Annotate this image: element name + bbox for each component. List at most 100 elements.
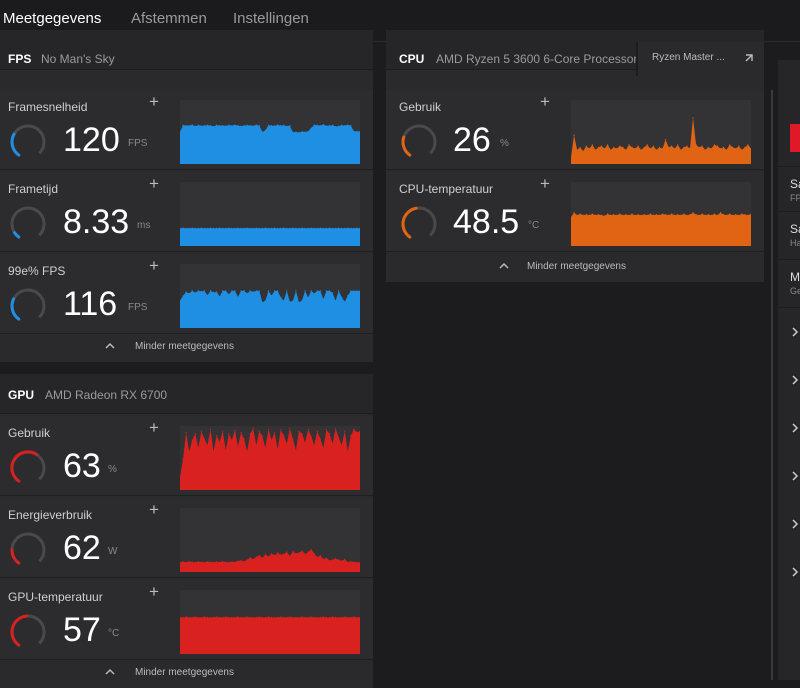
chart-point <box>658 214 661 216</box>
chart-point <box>194 616 196 618</box>
chart-point <box>304 442 306 444</box>
chart-point <box>698 146 700 148</box>
gauge-track <box>10 124 46 157</box>
chart-point <box>664 214 667 216</box>
chart-point <box>334 557 337 560</box>
metric-value: 116 <box>63 285 118 323</box>
chart-point <box>258 290 260 292</box>
chart-point <box>307 297 309 299</box>
chart-point <box>722 146 725 148</box>
chart-point <box>750 213 751 215</box>
chart-point <box>249 616 251 619</box>
chart-point <box>243 438 245 440</box>
chart-point <box>222 616 224 619</box>
chart-point <box>338 616 340 619</box>
gpu-less-metrics-button[interactable]: Minder meetgegevens <box>0 660 373 688</box>
chart-point <box>628 144 630 146</box>
add-metric-button[interactable]: + <box>149 582 159 601</box>
side-row[interactable]: M Ge <box>778 260 800 308</box>
tab-instellingen[interactable]: Instellingen <box>233 10 309 27</box>
fps-less-metrics-button[interactable]: Minder meetgegevens <box>0 334 373 362</box>
99e-fps-gauge <box>10 288 46 321</box>
add-metric-button[interactable]: + <box>149 500 159 519</box>
chart-point <box>194 433 196 435</box>
chart-point <box>716 214 719 216</box>
chart-point <box>240 559 242 562</box>
chart-point <box>234 290 236 292</box>
chart-point <box>197 124 199 126</box>
chevron-up-icon <box>499 262 509 269</box>
chart-point <box>209 290 212 292</box>
chart-point <box>313 444 315 446</box>
side-row[interactable]: Sa Ha <box>778 212 800 260</box>
chart-point <box>277 616 279 619</box>
metric-label: GPU-temperatuur <box>8 590 103 604</box>
add-metric-button[interactable]: + <box>540 92 550 111</box>
chart-point <box>319 125 321 127</box>
gpu-temperatuur-gauge <box>10 614 46 647</box>
side-action-button[interactable] <box>790 124 800 152</box>
cpu-less-metrics-button[interactable]: Minder meetgegevens <box>386 254 764 282</box>
chart-point <box>350 616 352 619</box>
chevron-right-icon[interactable] <box>790 374 800 386</box>
chart-point <box>710 214 712 216</box>
chevron-right-icon[interactable] <box>790 518 800 530</box>
tab-afstemmen[interactable]: Afstemmen <box>131 10 207 27</box>
chart-point <box>252 125 254 127</box>
chart-point <box>277 552 279 554</box>
chart-point <box>301 299 303 302</box>
chart-point <box>683 213 685 215</box>
chevron-right-icon[interactable] <box>790 326 800 338</box>
gauge-value-arc <box>13 231 21 239</box>
add-metric-button[interactable]: + <box>149 256 159 275</box>
chevron-right-icon[interactable] <box>790 422 800 434</box>
chart-point <box>619 145 621 147</box>
chart-point <box>671 145 673 147</box>
chart-point <box>298 227 300 229</box>
chart-point <box>188 616 190 619</box>
add-metric-button[interactable]: + <box>540 174 550 193</box>
chart-point <box>197 561 199 563</box>
chart-area-series <box>180 228 360 246</box>
chart-point <box>231 125 233 127</box>
side-row[interactable]: Sa FP <box>778 166 800 212</box>
chart-point <box>356 227 358 229</box>
energieverbruik-chart <box>180 508 360 572</box>
chart-point <box>225 449 227 451</box>
chart-point <box>573 212 575 214</box>
chart-point <box>674 148 676 150</box>
chart-point <box>228 124 230 126</box>
chart-point <box>316 124 318 126</box>
chart-point <box>322 558 324 560</box>
chart-point <box>622 214 624 216</box>
ryzen-master-button[interactable]: Ryzen Master ... <box>636 42 764 76</box>
chevron-right-icon[interactable] <box>790 470 800 482</box>
chart-point <box>277 227 279 229</box>
chart-point <box>313 616 315 619</box>
chart-point <box>252 291 254 293</box>
chart-point <box>209 428 212 430</box>
gpu-gebruik-gauge <box>10 450 46 483</box>
chart-point <box>350 125 352 127</box>
scrollbar[interactable] <box>771 90 773 680</box>
chart-point <box>307 227 309 229</box>
chart-point <box>713 144 715 146</box>
chart-point <box>698 214 700 216</box>
tab-meetgegevens[interactable]: Meetgegevens <box>3 10 102 27</box>
chart-point <box>267 290 270 292</box>
chart-point <box>338 559 340 561</box>
add-metric-button[interactable]: + <box>149 92 159 111</box>
chart-point <box>209 125 212 127</box>
chart-point <box>270 125 273 127</box>
chart-point <box>197 227 199 229</box>
add-metric-button[interactable]: + <box>149 174 159 193</box>
chevron-right-icon[interactable] <box>790 566 800 578</box>
chart-point <box>292 131 294 133</box>
chart-point <box>677 144 679 146</box>
add-metric-button[interactable]: + <box>149 418 159 437</box>
chart-point <box>228 227 230 229</box>
chart-point <box>325 227 328 229</box>
chart-point <box>304 553 306 555</box>
cpu-panel: CPU AMD Ryzen 5 3600 6-Core Processor Ry… <box>386 30 764 282</box>
chart-point <box>249 557 251 559</box>
